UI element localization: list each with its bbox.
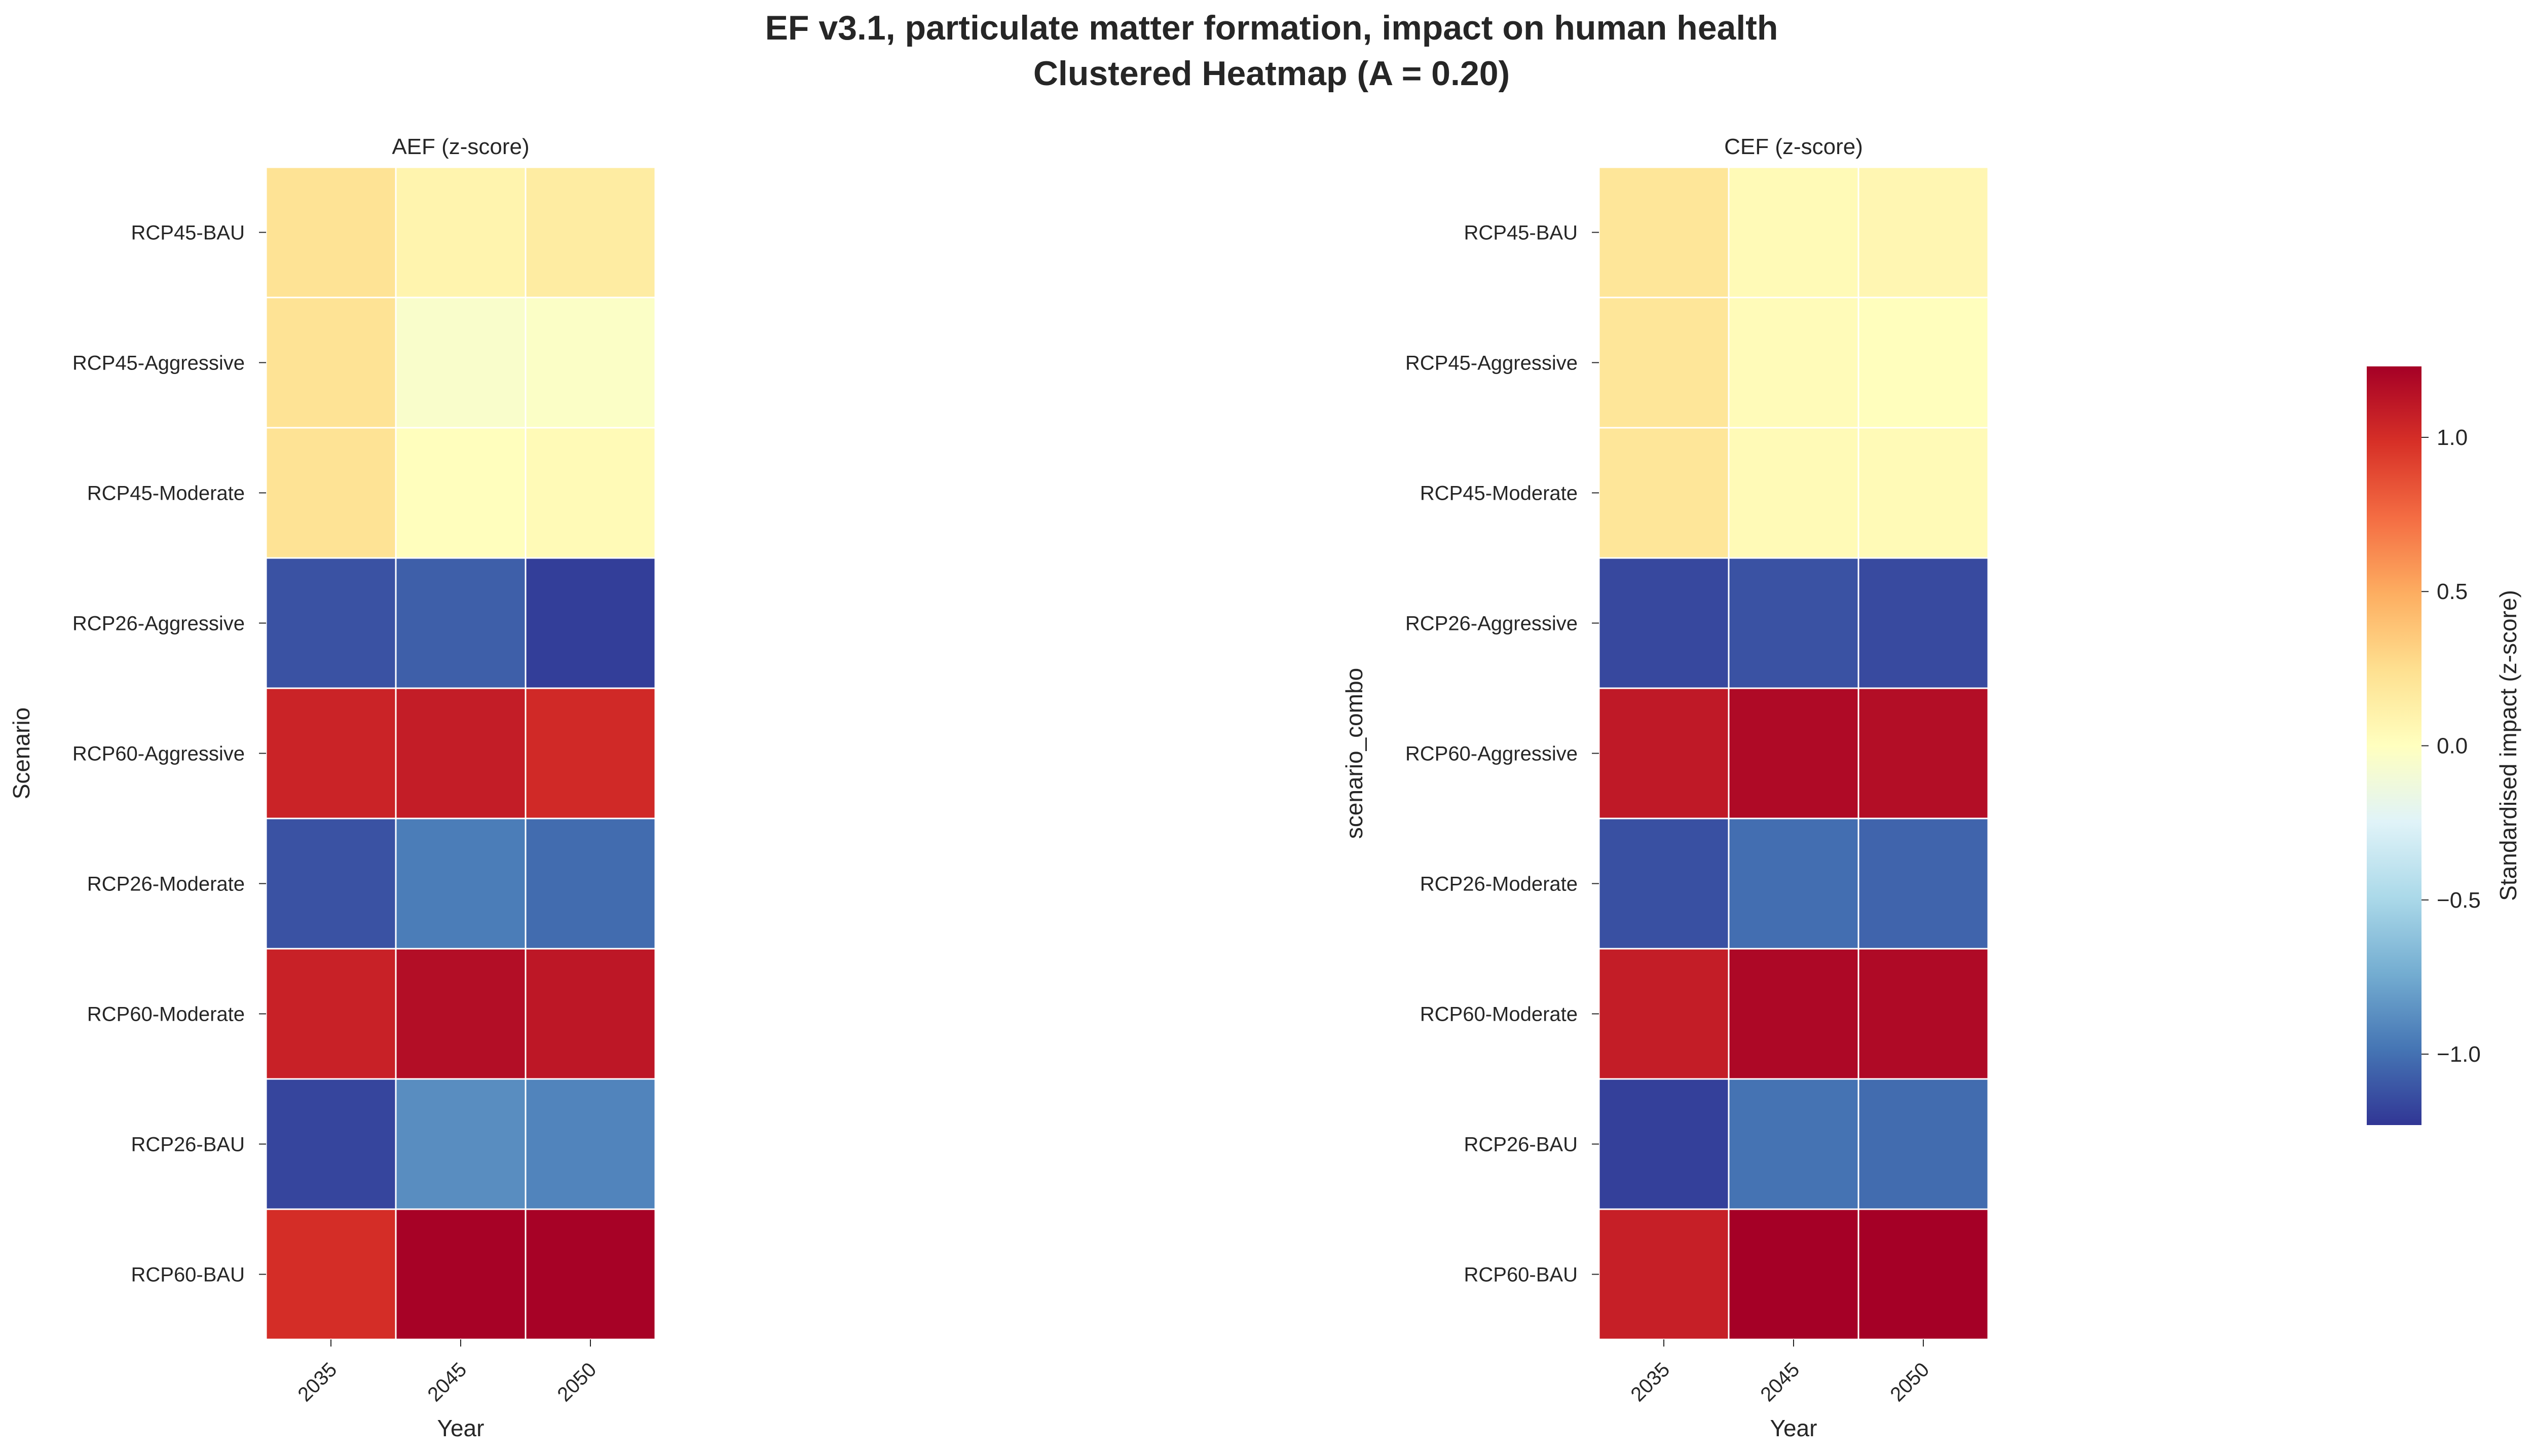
y-tick-label: RCP26-Aggressive — [72, 613, 245, 635]
heatmap-cell — [395, 427, 527, 559]
y-tick-label: RCP45-Moderate — [1420, 482, 1578, 505]
y-axis-label: scenario_combo — [1341, 668, 1367, 839]
heatmap-cell — [265, 166, 397, 298]
heatmap-cell — [1728, 817, 1859, 950]
y-tick-label: RCP60-Aggressive — [72, 743, 245, 765]
y-tick-label: RCP60-BAU — [1464, 1264, 1578, 1286]
y-tick-label: RCP26-Moderate — [87, 873, 245, 895]
heatmap-cell — [395, 1078, 527, 1210]
heatmap-cell — [1728, 1208, 1859, 1340]
heatmap-cell — [395, 687, 527, 819]
y-tick-label: RCP26-Moderate — [1420, 873, 1578, 895]
y-tick-label: RCP60-Moderate — [87, 1003, 245, 1026]
heatmap-cell — [1598, 296, 1730, 429]
heatmap-cell — [525, 557, 656, 689]
heatmap-cell — [1598, 817, 1730, 950]
heatmap-cell — [1598, 166, 1730, 298]
x-axis-label: Year — [1770, 1415, 1817, 1441]
x-tick-label: 2045 — [1756, 1358, 1804, 1406]
heatmap-cell — [1728, 427, 1859, 559]
heatmap-cell — [265, 427, 397, 559]
heatmap-cell — [525, 687, 656, 819]
heatmap-cell — [1728, 166, 1859, 298]
x-axis-label: Year — [437, 1415, 485, 1441]
heatmap-cell — [265, 817, 397, 950]
heatmap-cell — [1598, 1078, 1730, 1210]
colorbar-tick-label: 0.5 — [2437, 579, 2468, 604]
y-tick-label: RCP45-BAU — [131, 222, 245, 244]
heatmap-cell — [1857, 557, 1989, 689]
y-tick-label: RCP26-BAU — [1464, 1134, 1578, 1156]
heatmap-cell — [525, 1208, 656, 1340]
heatmap-cell — [395, 296, 527, 429]
y-tick-label: RCP60-Aggressive — [1405, 743, 1578, 765]
heatmap-cell — [525, 166, 656, 298]
heatmap-panel-cef: CEF (z-score) RCP45-BAU RCP45-Aggressive RC… — [1341, 134, 1989, 1441]
chart-title: EF v3.1, particulate matter formation, i… — [765, 9, 1778, 47]
heatmap-cell — [1857, 166, 1989, 298]
heatmap-cell — [1598, 948, 1730, 1080]
heatmap-cell — [1857, 817, 1989, 950]
heatmap-cell — [265, 687, 397, 819]
heatmap-cell — [1857, 427, 1989, 559]
heatmap-cell — [395, 817, 527, 950]
heatmap-cell — [395, 557, 527, 689]
heatmap-cell — [1598, 687, 1730, 819]
heatmap-cell — [525, 427, 656, 559]
panel-title: CEF (z-score) — [1724, 134, 1863, 159]
heatmap-cell — [265, 1078, 397, 1210]
colorbar-gradient — [2367, 366, 2421, 1125]
heatmap-cell — [1857, 948, 1989, 1080]
heatmap-cell — [1728, 948, 1859, 1080]
colorbar-tick-label: −1.0 — [2437, 1042, 2481, 1067]
x-tick-label: 2035 — [1626, 1358, 1674, 1406]
heatmap-cell — [395, 1208, 527, 1340]
y-tick-label: RCP45-Aggressive — [1405, 352, 1578, 375]
heatmap-cell — [525, 296, 656, 429]
heatmap-cell — [1598, 557, 1730, 689]
heatmap-cell — [1728, 687, 1859, 819]
heatmap-cell — [1857, 1078, 1989, 1210]
heatmap-cell — [1728, 557, 1859, 689]
heatmap-cell — [395, 166, 527, 298]
heatmap-cell — [1598, 1208, 1730, 1340]
panel-title: AEF (z-score) — [392, 134, 529, 159]
y-tick-label: RCP60-BAU — [131, 1264, 245, 1286]
heatmap-cell — [395, 948, 527, 1080]
y-tick-label: RCP26-BAU — [131, 1134, 245, 1156]
heatmap-cell — [265, 948, 397, 1080]
x-tick-label: 2045 — [423, 1358, 471, 1406]
y-tick-label: RCP45-Aggressive — [72, 352, 245, 375]
heatmap-cell — [1857, 1208, 1989, 1340]
x-tick-label: 2050 — [553, 1358, 601, 1406]
heatmap-cell — [525, 817, 656, 950]
heatmap-cell — [265, 1208, 397, 1340]
colorbar-label: Standardised impact (z-score) — [2495, 590, 2521, 901]
heatmap-cell — [1857, 296, 1989, 429]
heatmap-panel-aef: AEF (z-score) RCP45-BAU RCP45-Aggressive RC… — [8, 134, 656, 1441]
colorbar-tick-label: −0.5 — [2437, 888, 2481, 913]
heatmap-cell — [1598, 427, 1730, 559]
colorbar-tick-label: 1.0 — [2437, 425, 2468, 450]
y-axis-label: Scenario — [8, 707, 34, 800]
heatmap-cell — [525, 948, 656, 1080]
colorbar-tick-label: 0.0 — [2437, 734, 2468, 759]
heatmap-cell — [1857, 687, 1989, 819]
heatmap-cell — [1728, 296, 1859, 429]
y-tick-label: RCP45-BAU — [1464, 222, 1578, 244]
y-tick-label: RCP60-Moderate — [1420, 1003, 1578, 1026]
y-tick-label: RCP45-Moderate — [87, 482, 245, 505]
heatmap-cell — [265, 557, 397, 689]
heatmap-cell — [1728, 1078, 1859, 1210]
chart-subtitle: Clustered Heatmap (A = 0.20) — [1033, 54, 1510, 93]
heatmap-cell — [525, 1078, 656, 1210]
x-tick-label: 2050 — [1886, 1358, 1933, 1406]
colorbar: 1.0 0.5 0.0 −0.5 −1.0 — [2367, 366, 2481, 1125]
y-tick-label: RCP26-Aggressive — [1405, 613, 1578, 635]
x-tick-label: 2035 — [293, 1358, 341, 1406]
heatmap-cell — [265, 296, 397, 429]
